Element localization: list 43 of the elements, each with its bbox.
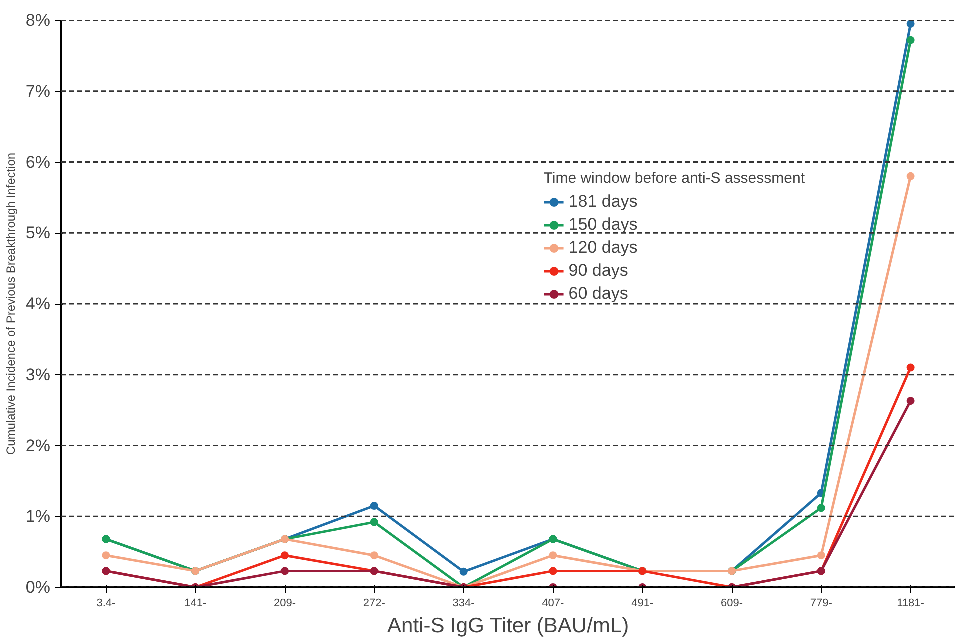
point [370,518,378,526]
point [906,20,915,28]
legend-title: Time window before anti-S assessment [544,170,805,187]
x-tick-label: 1181- [897,598,925,610]
x-tick-label: 609- [720,598,744,610]
point [281,567,289,576]
y-tick-label: 1% [26,507,51,526]
point [906,36,915,44]
y-axis-title: Cumulative Incidence of Previous Breakthrough Infection [4,152,18,456]
y-tick-label: 4% [26,294,51,314]
x-tick-label: 491- [632,598,654,610]
y-tick-label: 8% [26,11,51,30]
legend-label: 120 days [568,238,638,258]
x-tick-label: 3.4- [96,598,116,610]
x-tick-label: 779- [810,598,833,610]
point [102,552,110,560]
point [460,568,468,576]
point [370,502,378,510]
y-tick-label: 6% [26,152,51,172]
point [906,397,915,406]
y-tick-label: 0% [26,578,51,597]
point [370,552,378,560]
y-tick-label: 7% [26,82,51,101]
x-tick-label: 407- [542,598,565,610]
x-tick-label: 141- [184,598,207,610]
y-tick-label: 5% [26,224,51,243]
legend-label: 60 days [568,284,628,304]
legend-label: 150 days [568,215,638,235]
legend-label: 181 days [568,192,638,212]
point [549,567,558,576]
x-tick-label: 209- [274,598,296,610]
legend-label: 90 days [568,261,628,281]
point [906,172,915,180]
point [549,552,558,560]
x-axis-title: Anti-S IgG Titer (BAU/mL) [388,614,630,638]
x-tick-label: 272- [363,598,386,610]
y-tick-label: 3% [26,365,51,384]
point [817,504,826,512]
point [906,364,915,372]
x-tick-label: 334- [452,598,476,610]
point [281,552,289,560]
y-tick-label: 2% [26,436,51,456]
point [817,552,826,560]
